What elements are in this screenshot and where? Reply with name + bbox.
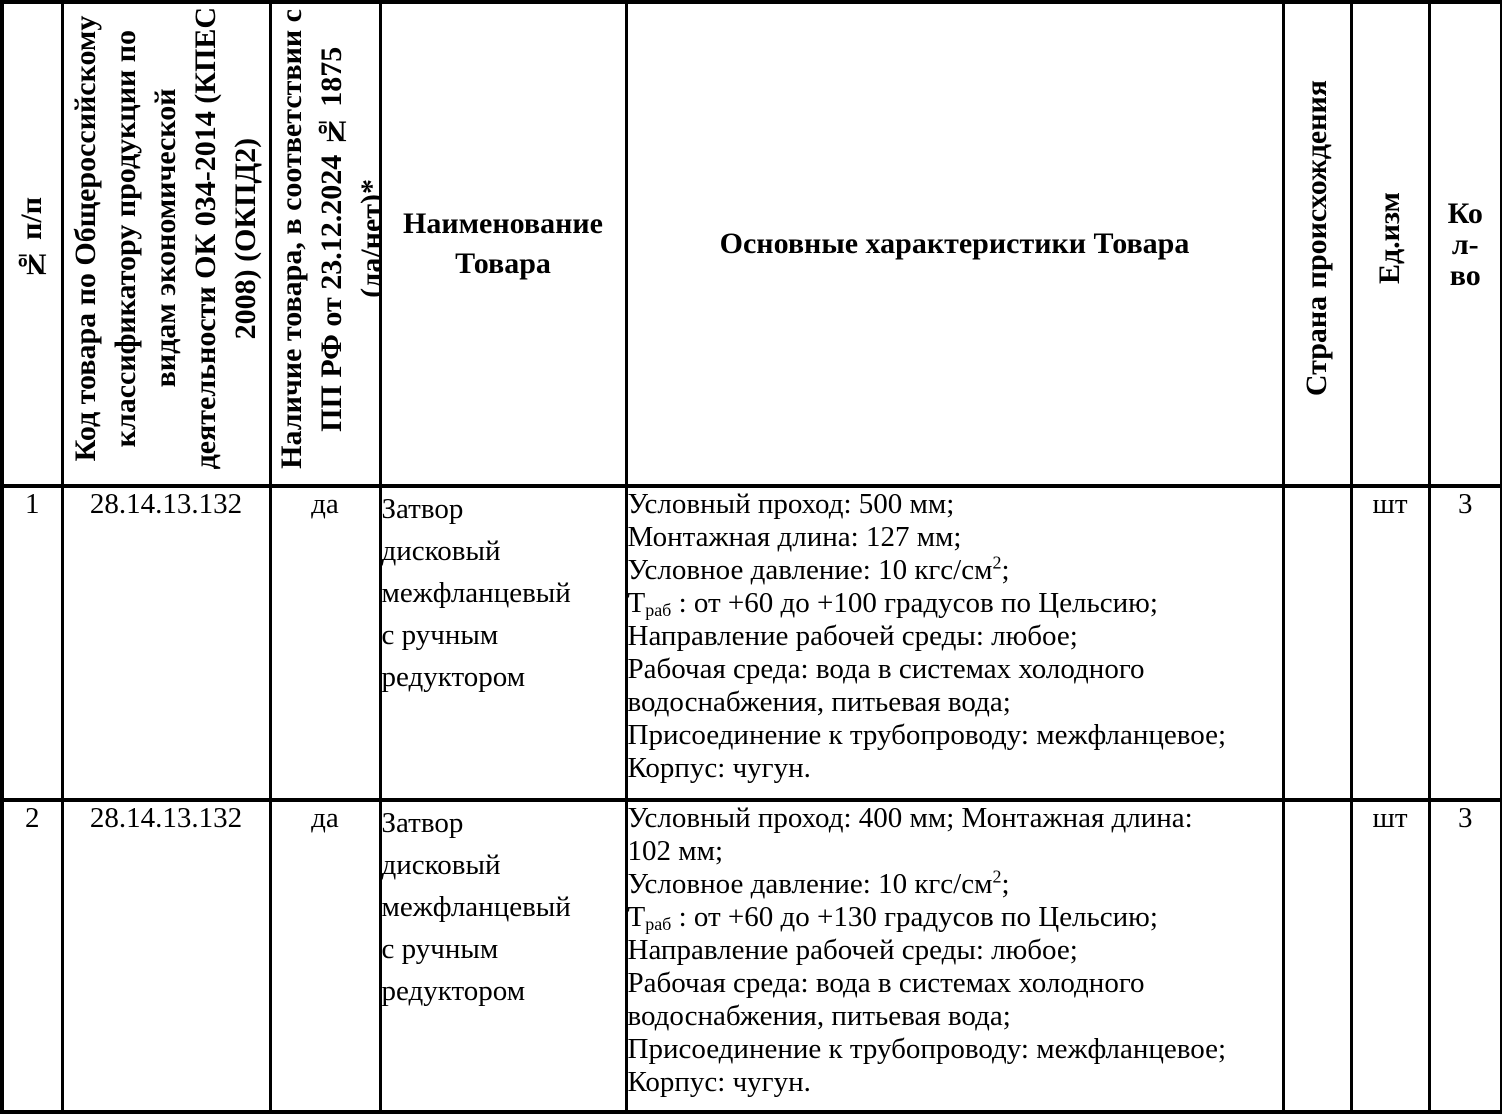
row1-quantity: 3 xyxy=(1427,484,1502,802)
characteristic-line: Присоединение к трубопроводу: межфланцев… xyxy=(627,1033,1227,1065)
row2-product-name: Затвор дисковый межфланцевый с ручным ре… xyxy=(378,798,628,1114)
header-availability: Наличие товара, в соответствии с ПП РФ о… xyxy=(268,0,382,488)
characteristic-line: Условное давление: 10 кгс/см2; xyxy=(627,552,1010,586)
characteristic-line: водоснабжения, питьевая вода; xyxy=(627,686,1011,718)
header-unit-label: Ед.изм xyxy=(1373,192,1406,285)
characteristic-line: Направление рабочей среды: любое; xyxy=(627,934,1078,966)
header-country: Страна происхождения xyxy=(1281,0,1353,488)
characteristic-line: водоснабжения, питьевая вода; xyxy=(627,1000,1011,1032)
row2-unit: шт xyxy=(1349,798,1431,1114)
row1-number: 1 xyxy=(0,484,64,802)
header-code: Код товара по Общероссийскому классифика… xyxy=(60,0,272,488)
header-quantity: Ко л- во xyxy=(1427,0,1502,488)
row1-product-name: Затвор дисковый межфланцевый с ручным ре… xyxy=(378,484,628,802)
characteristic-line: Траб : от +60 до +100 градусов по Цельси… xyxy=(627,587,1158,620)
characteristic-line: Монтажная длина: 127 мм; xyxy=(627,521,962,553)
header-product-name: Наименование Товара xyxy=(378,0,628,488)
table-row: 2 28.14.13.132 да Затвор дисковый межфла… xyxy=(0,798,1502,1114)
characteristic-line: Корпус: чугун. xyxy=(627,752,811,784)
characteristic-line: Присоединение к трубопроводу: межфланцев… xyxy=(627,719,1227,751)
row2-okpd2-code: 28.14.13.132 xyxy=(60,798,272,1114)
row1-country xyxy=(1281,484,1353,802)
row2-number: 2 xyxy=(0,798,64,1114)
row2-availability: да xyxy=(268,798,382,1114)
characteristic-line: Условное давление: 10 кгс/см2; xyxy=(627,866,1010,900)
characteristic-line: Траб : от +60 до +130 градусов по Цельси… xyxy=(627,901,1158,934)
header-row: № п/п Код товара по Общероссийскому клас… xyxy=(0,0,1502,488)
header-code-label: Код товара по Общероссийскому классифика… xyxy=(69,7,262,470)
row2-characteristics: Условный проход: 400 мм; Монтажная длина… xyxy=(624,798,1285,1114)
characteristic-line: Рабочая среда: вода в системах холодного xyxy=(627,967,1145,999)
characteristic-line: Условный проход: 500 мм; xyxy=(627,488,955,520)
header-country-label: Страна происхождения xyxy=(1300,80,1333,397)
characteristic-line: 102 мм; xyxy=(627,835,724,867)
table-row: 1 28.14.13.132 да Затвор дисковый межфла… xyxy=(0,484,1502,802)
header-characteristics: Основные характеристики Товара xyxy=(624,0,1285,488)
characteristic-line: Корпус: чугун. xyxy=(627,1066,811,1098)
header-num-label: № п/п xyxy=(15,196,49,281)
row1-unit: шт xyxy=(1349,484,1431,802)
row1-characteristics: Условный проход: 500 мм; Монтажная длина:… xyxy=(624,484,1285,802)
header-availability-label: Наличие товара, в соответствии с ПП РФ о… xyxy=(274,8,380,469)
characteristic-line: Направление рабочей среды: любое; xyxy=(627,620,1078,652)
header-unit: Ед.изм xyxy=(1349,0,1431,488)
row2-quantity: 3 xyxy=(1427,798,1502,1114)
row2-country xyxy=(1281,798,1353,1114)
header-num: № п/п xyxy=(0,0,64,488)
row1-availability: да xyxy=(268,484,382,802)
characteristic-line: Рабочая среда: вода в системах холодного xyxy=(627,653,1145,685)
characteristic-line: Условный проход: 400 мм; Монтажная длина… xyxy=(627,802,1193,834)
row1-okpd2-code: 28.14.13.132 xyxy=(60,484,272,802)
